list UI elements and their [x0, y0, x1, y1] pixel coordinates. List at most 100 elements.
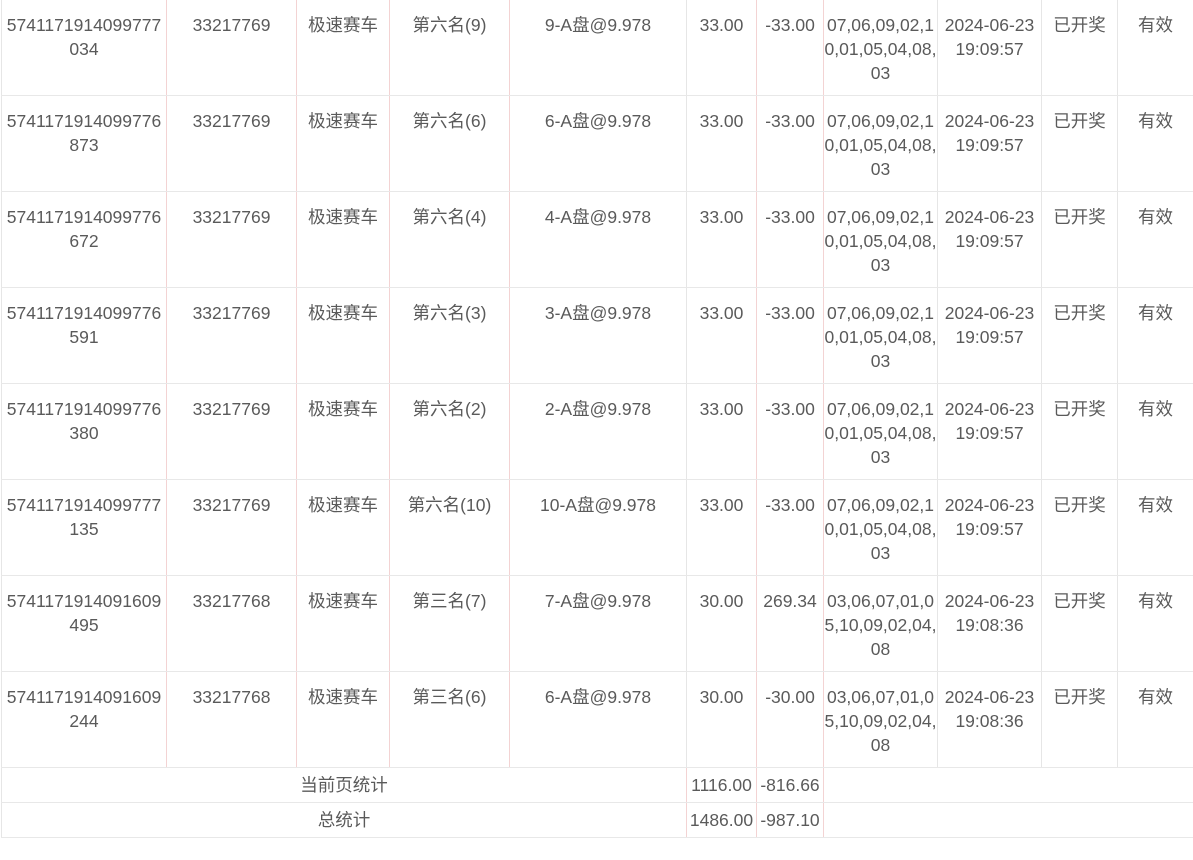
- order-number-cell: 5741171914091609244: [1, 671, 167, 768]
- table-row: 5741171914091609495 33217768 极速赛车 第三名(7) 7-A…: [1, 575, 1193, 672]
- order-number-cell: 5741171914099776591: [1, 287, 167, 384]
- summary-row-total: 总统计 1486.00 -987.10: [1, 802, 1193, 838]
- order-number-cell: 5741171914099776873: [1, 95, 167, 192]
- page-summary-amount: 1116.00: [686, 767, 757, 803]
- play-cell: 第三名(6): [389, 671, 510, 768]
- amount-cell: 33.00: [686, 0, 757, 96]
- draw-result-cell: 07,06,09,02,10,01,05,04,08,03: [823, 287, 938, 384]
- game-cell: 极速赛车: [296, 383, 390, 480]
- status-cell: 已开奖: [1041, 0, 1118, 96]
- issue-cell: 33217769: [166, 95, 297, 192]
- table-row: 5741171914099776672 33217769 极速赛车 第六名(4) 4-A…: [1, 191, 1193, 288]
- play-cell: 第六名(4): [389, 191, 510, 288]
- total-summary-profit: -987.10: [756, 802, 824, 838]
- amount-cell: 33.00: [686, 95, 757, 192]
- profit-cell: 269.34: [756, 575, 824, 672]
- game-cell: 极速赛车: [296, 287, 390, 384]
- status-cell: 已开奖: [1041, 671, 1118, 768]
- bet-content-cell: 6-A盘@9.978: [509, 671, 687, 768]
- validity-cell: 有效: [1117, 0, 1193, 96]
- page-summary-label: 当前页统计: [1, 767, 687, 803]
- status-cell: 已开奖: [1041, 479, 1118, 576]
- validity-cell: 有效: [1117, 287, 1193, 384]
- bet-records-table: 5741171914099777034 33217769 极速赛车 第六名(9) 9-A…: [1, 0, 1193, 838]
- table-row: 5741171914091609244 33217768 极速赛车 第三名(6) 6-A…: [1, 671, 1193, 768]
- issue-cell: 33217769: [166, 479, 297, 576]
- profit-cell: -33.00: [756, 479, 824, 576]
- amount-cell: 30.00: [686, 575, 757, 672]
- draw-result-cell: 07,06,09,02,10,01,05,04,08,03: [823, 0, 938, 96]
- status-cell: 已开奖: [1041, 383, 1118, 480]
- time-cell: 2024-06-23 19:09:57: [937, 287, 1042, 384]
- issue-cell: 33217769: [166, 191, 297, 288]
- draw-result-cell: 03,06,07,01,05,10,09,02,04,08: [823, 671, 938, 768]
- play-cell: 第六名(2): [389, 383, 510, 480]
- total-summary-amount: 1486.00: [686, 802, 757, 838]
- issue-cell: 33217769: [166, 383, 297, 480]
- profit-cell: -33.00: [756, 0, 824, 96]
- page-summary-empty: [823, 767, 1193, 803]
- order-number-cell: 5741171914091609495: [1, 575, 167, 672]
- time-cell: 2024-06-23 19:09:57: [937, 383, 1042, 480]
- amount-cell: 30.00: [686, 671, 757, 768]
- draw-result-cell: 07,06,09,02,10,01,05,04,08,03: [823, 479, 938, 576]
- issue-cell: 33217769: [166, 287, 297, 384]
- profit-cell: -33.00: [756, 287, 824, 384]
- validity-cell: 有效: [1117, 191, 1193, 288]
- game-cell: 极速赛车: [296, 0, 390, 96]
- bet-content-cell: 4-A盘@9.978: [509, 191, 687, 288]
- time-cell: 2024-06-23 19:09:57: [937, 191, 1042, 288]
- validity-cell: 有效: [1117, 575, 1193, 672]
- issue-cell: 33217768: [166, 671, 297, 768]
- page-summary-profit: -816.66: [756, 767, 824, 803]
- profit-cell: -33.00: [756, 191, 824, 288]
- summary-row-page: 当前页统计 1116.00 -816.66: [1, 767, 1193, 803]
- table-row: 5741171914099777135 33217769 极速赛车 第六名(10) 10…: [1, 479, 1193, 576]
- game-cell: 极速赛车: [296, 479, 390, 576]
- play-cell: 第六名(6): [389, 95, 510, 192]
- validity-cell: 有效: [1117, 479, 1193, 576]
- profit-cell: -30.00: [756, 671, 824, 768]
- issue-cell: 33217769: [166, 0, 297, 96]
- bet-content-cell: 9-A盘@9.978: [509, 0, 687, 96]
- amount-cell: 33.00: [686, 191, 757, 288]
- issue-cell: 33217768: [166, 575, 297, 672]
- amount-cell: 33.00: [686, 383, 757, 480]
- validity-cell: 有效: [1117, 383, 1193, 480]
- time-cell: 2024-06-23 19:09:57: [937, 95, 1042, 192]
- order-number-cell: 5741171914099777135: [1, 479, 167, 576]
- amount-cell: 33.00: [686, 287, 757, 384]
- time-cell: 2024-06-23 19:08:36: [937, 575, 1042, 672]
- order-number-cell: 5741171914099776672: [1, 191, 167, 288]
- status-cell: 已开奖: [1041, 575, 1118, 672]
- draw-result-cell: 07,06,09,02,10,01,05,04,08,03: [823, 95, 938, 192]
- status-cell: 已开奖: [1041, 287, 1118, 384]
- time-cell: 2024-06-23 19:09:57: [937, 0, 1042, 96]
- play-cell: 第六名(10): [389, 479, 510, 576]
- profit-cell: -33.00: [756, 95, 824, 192]
- draw-result-cell: 03,06,07,01,05,10,09,02,04,08: [823, 575, 938, 672]
- validity-cell: 有效: [1117, 671, 1193, 768]
- play-cell: 第六名(3): [389, 287, 510, 384]
- table-row: 5741171914099777034 33217769 极速赛车 第六名(9) 9-A…: [1, 0, 1193, 96]
- bet-content-cell: 2-A盘@9.978: [509, 383, 687, 480]
- validity-cell: 有效: [1117, 95, 1193, 192]
- order-number-cell: 5741171914099776380: [1, 383, 167, 480]
- table-body: 5741171914099777034 33217769 极速赛车 第六名(9) 9-A…: [1, 0, 1193, 768]
- time-cell: 2024-06-23 19:09:57: [937, 479, 1042, 576]
- table-summary: 当前页统计 1116.00 -816.66 总统计 1486.00 -987.1…: [1, 767, 1193, 838]
- table-row: 5741171914099776591 33217769 极速赛车 第六名(3) 3-A…: [1, 287, 1193, 384]
- bet-content-cell: 3-A盘@9.978: [509, 287, 687, 384]
- draw-result-cell: 07,06,09,02,10,01,05,04,08,03: [823, 383, 938, 480]
- time-cell: 2024-06-23 19:08:36: [937, 671, 1042, 768]
- game-cell: 极速赛车: [296, 575, 390, 672]
- total-summary-empty: [823, 802, 1193, 838]
- bet-content-cell: 6-A盘@9.978: [509, 95, 687, 192]
- game-cell: 极速赛车: [296, 191, 390, 288]
- bet-content-cell: 10-A盘@9.978: [509, 479, 687, 576]
- profit-cell: -33.00: [756, 383, 824, 480]
- status-cell: 已开奖: [1041, 95, 1118, 192]
- game-cell: 极速赛车: [296, 671, 390, 768]
- draw-result-cell: 07,06,09,02,10,01,05,04,08,03: [823, 191, 938, 288]
- total-summary-label: 总统计: [1, 802, 687, 838]
